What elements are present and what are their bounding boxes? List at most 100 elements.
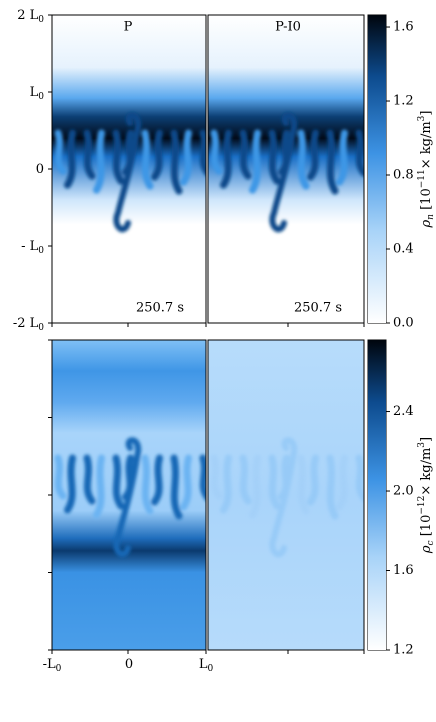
tick-text: - L bbox=[21, 239, 39, 254]
x-tick-label: L0 bbox=[199, 657, 214, 674]
tick-text: L bbox=[30, 85, 39, 100]
x-tick-label: -L0 bbox=[43, 657, 62, 674]
tick-text: -L bbox=[43, 657, 56, 672]
label-part: 3 bbox=[417, 115, 427, 121]
tick-subscript: 0 bbox=[207, 664, 213, 674]
finger bbox=[64, 454, 76, 514]
finger bbox=[64, 129, 76, 189]
colorbar-tick-label: 1.6 bbox=[393, 20, 414, 35]
label-part: ρ bbox=[419, 219, 434, 228]
tick-text: 0 bbox=[125, 657, 133, 672]
finger bbox=[170, 454, 183, 520]
finger bbox=[297, 454, 310, 515]
tick-subscript: 0 bbox=[56, 664, 62, 674]
finger bbox=[336, 129, 348, 186]
finger bbox=[336, 454, 348, 511]
finger bbox=[220, 454, 232, 514]
tick-text: -2 L bbox=[13, 316, 39, 331]
time-label: 250.7 s bbox=[136, 301, 184, 316]
finger-group bbox=[54, 112, 206, 233]
colorbar-tick-label: 0.0 bbox=[393, 316, 414, 331]
colorbar-tick-label: 1.2 bbox=[393, 94, 414, 109]
label-part: ] bbox=[419, 437, 434, 442]
label-part: × kg/m bbox=[419, 448, 434, 496]
colorbar-tick-label: 1.6 bbox=[393, 563, 414, 578]
colorbar-label: ρc [10−12× kg/m3] bbox=[417, 437, 436, 554]
tick-subscript: 0 bbox=[38, 15, 44, 25]
finger bbox=[239, 454, 252, 505]
tick-text: L bbox=[199, 657, 208, 672]
y-tick-label: 0 bbox=[36, 162, 44, 177]
label-part: ] bbox=[419, 111, 434, 116]
label-part: [10 bbox=[419, 515, 434, 541]
finger bbox=[151, 129, 163, 181]
finger bbox=[199, 454, 206, 501]
colorbar-tick-label: 2.0 bbox=[393, 484, 414, 499]
tick-subscript: 0 bbox=[38, 246, 44, 256]
plume bbox=[113, 112, 142, 233]
finger bbox=[268, 129, 281, 185]
finger bbox=[326, 454, 339, 520]
y-tick-label: 2 L0 bbox=[17, 8, 44, 25]
finger bbox=[355, 454, 364, 502]
finger bbox=[151, 454, 163, 506]
colorbar-tick-label: 2.4 bbox=[393, 404, 414, 419]
tick-text: 2 L bbox=[17, 8, 38, 23]
label-part: ρ bbox=[419, 545, 434, 554]
finger bbox=[249, 129, 261, 194]
finger bbox=[54, 129, 67, 175]
label-part: n bbox=[426, 214, 436, 220]
plume bbox=[269, 112, 298, 233]
finger bbox=[83, 454, 96, 505]
finger bbox=[220, 129, 232, 189]
finger bbox=[93, 454, 105, 519]
finger bbox=[239, 129, 252, 180]
finger bbox=[141, 129, 154, 190]
plume bbox=[113, 437, 142, 558]
finger bbox=[307, 454, 319, 506]
label-part: [10 bbox=[419, 188, 434, 214]
finger bbox=[112, 454, 125, 510]
finger bbox=[112, 129, 125, 185]
finger bbox=[210, 454, 223, 500]
plume bbox=[269, 437, 298, 558]
y-tick-label: L0 bbox=[30, 85, 45, 102]
panel-label: P bbox=[124, 20, 133, 35]
instability-fingers bbox=[54, 112, 364, 558]
colorbar-tick-label: 0.4 bbox=[393, 242, 414, 257]
finger-group bbox=[210, 112, 364, 233]
label-part: × kg/m bbox=[419, 121, 434, 169]
finger bbox=[180, 454, 192, 511]
finger-group bbox=[54, 437, 206, 558]
finger bbox=[297, 129, 310, 190]
finger bbox=[307, 129, 319, 181]
time-label: 250.7 s bbox=[294, 301, 342, 316]
finger-group bbox=[210, 437, 364, 558]
colorbar bbox=[368, 340, 386, 650]
finger bbox=[170, 129, 183, 195]
panel-label: P-I0 bbox=[275, 20, 301, 35]
finger bbox=[141, 454, 154, 515]
finger bbox=[355, 129, 364, 177]
tick-text: 0 bbox=[36, 162, 44, 177]
label-part: −11 bbox=[417, 169, 427, 188]
colorbar-tick-label: 1.2 bbox=[393, 643, 414, 658]
finger bbox=[210, 129, 223, 175]
label-part: c bbox=[426, 540, 436, 545]
y-tick-label: - L0 bbox=[21, 239, 44, 256]
label-part: 3 bbox=[417, 442, 427, 448]
colorbar bbox=[368, 15, 386, 323]
tick-subscript: 0 bbox=[38, 323, 44, 333]
tick-subscript: 0 bbox=[38, 92, 44, 102]
finger bbox=[326, 129, 339, 195]
finger bbox=[54, 454, 67, 500]
x-tick-label: 0 bbox=[125, 657, 133, 672]
finger bbox=[249, 454, 261, 519]
label-part: −12 bbox=[417, 496, 427, 515]
colorbar-tick-label: 0.8 bbox=[393, 168, 414, 183]
finger bbox=[93, 129, 105, 194]
finger bbox=[180, 129, 192, 186]
y-tick-label: -2 L0 bbox=[13, 316, 44, 333]
finger bbox=[199, 129, 206, 176]
